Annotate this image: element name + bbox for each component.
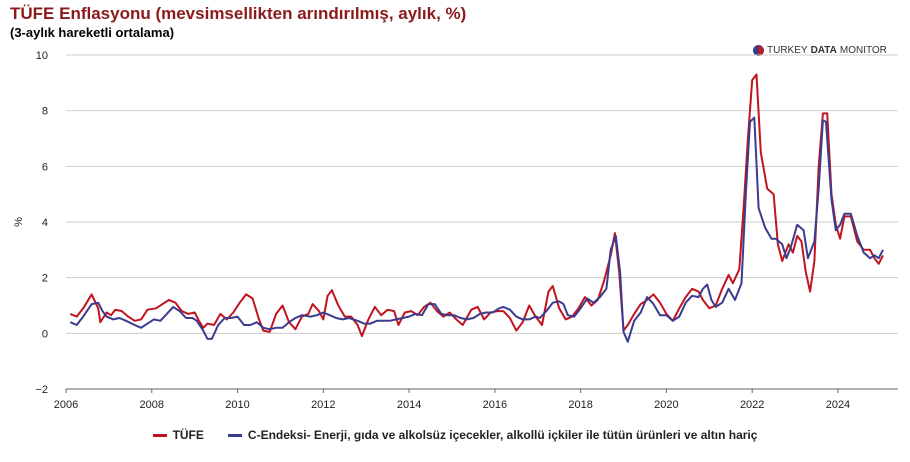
y-tick-label-5: 8 bbox=[42, 106, 48, 118]
x-tick-label-7: 2020 bbox=[654, 399, 678, 411]
grid-lines bbox=[66, 54, 898, 390]
legend-swatch-tufe bbox=[152, 433, 167, 437]
y-tick-label-0: −2 bbox=[35, 384, 48, 396]
legend: TÜFE C-Endeksi- Enerji, gıda ve alkolsüz… bbox=[0, 428, 910, 442]
x-tick-label-0: 2006 bbox=[54, 399, 78, 411]
brand-logo: TURKEY DATA MONITOR bbox=[753, 45, 887, 56]
legend-item-tufe: TÜFE bbox=[152, 428, 204, 442]
brand-text-2: DATA bbox=[810, 45, 837, 56]
legend-label-tufe: TÜFE bbox=[172, 428, 204, 442]
x-tick-label-9: 2024 bbox=[826, 399, 850, 411]
y-tick-label-3: 4 bbox=[42, 217, 48, 229]
axes: −2 0 2 4 6 8 10 2006 2008 2010 2012 2014 2016 2018 202… bbox=[35, 50, 898, 411]
series-line-1 bbox=[69, 116, 884, 343]
series-line-0 bbox=[69, 73, 884, 338]
x-tick-label-2: 2010 bbox=[225, 399, 249, 411]
y-tick-label-2: 2 bbox=[42, 273, 48, 285]
legend-label-c-index: C-Endeksi- Enerji, gıda ve alkolsüz içec… bbox=[247, 428, 758, 442]
y-tick-label-1: 0 bbox=[42, 328, 48, 340]
legend-swatch-c-index bbox=[227, 433, 242, 437]
legend-item-c-index: C-Endeksi- Enerji, gıda ve alkolsüz içec… bbox=[227, 428, 758, 442]
globe-icon bbox=[753, 45, 764, 56]
y-tick-label-4: 6 bbox=[42, 161, 48, 173]
x-tick-label-4: 2014 bbox=[397, 399, 421, 411]
series-layer bbox=[69, 73, 884, 343]
x-tick-label-8: 2022 bbox=[740, 399, 764, 411]
x-tick-label-6: 2018 bbox=[568, 399, 592, 411]
chart-title: TÜFE Enflasyonu (mevsimsellikten arındır… bbox=[10, 4, 467, 23]
chart-subtitle: (3-aylık hareketli ortalama) bbox=[10, 25, 175, 40]
y-tick-label-6: 10 bbox=[36, 50, 48, 62]
brand-text-3: MONITOR bbox=[839, 45, 887, 56]
y-axis-label: % bbox=[13, 217, 25, 227]
x-tick-label-5: 2016 bbox=[483, 399, 507, 411]
x-tick-label-1: 2008 bbox=[140, 399, 164, 411]
brand-text-1: TURKEY bbox=[767, 45, 808, 56]
x-tick-label-3: 2012 bbox=[311, 399, 335, 411]
